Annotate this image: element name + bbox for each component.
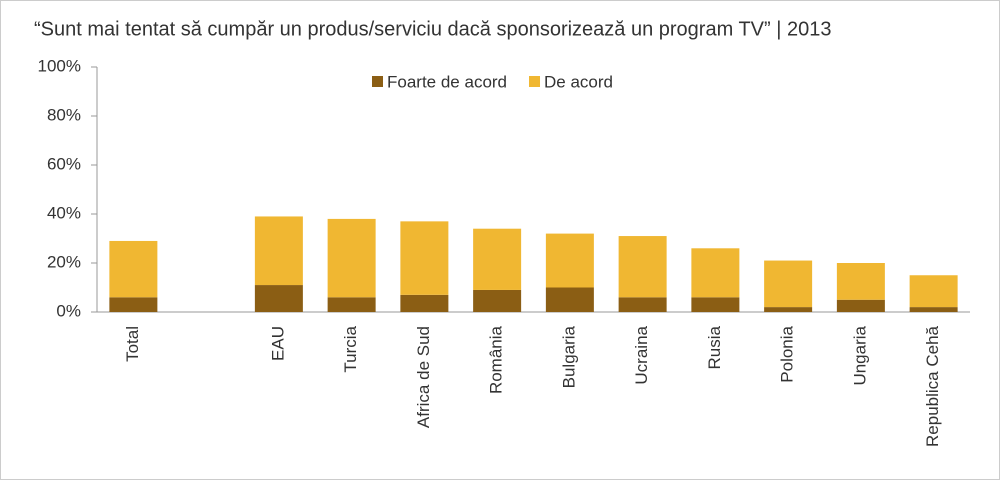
x-tick-label: Ucraina	[632, 325, 651, 384]
bar-segment	[545, 287, 594, 312]
x-tick-label: Africa de Sud	[414, 326, 433, 428]
y-tick-label: 60%	[47, 154, 81, 173]
bar-segment	[691, 248, 740, 298]
y-tick-label: 0%	[56, 301, 81, 320]
bar-segment	[400, 294, 449, 312]
x-tick-label: EAU	[268, 326, 287, 361]
bar-segment	[254, 216, 303, 286]
legend-label: Foarte de acord	[387, 72, 507, 91]
legend-label: De acord	[544, 72, 613, 91]
legend-swatch	[529, 76, 541, 87]
x-tick-label: România	[487, 325, 506, 394]
legend-swatch	[372, 76, 383, 87]
bar-segment	[836, 263, 885, 300]
bar-segment	[109, 297, 158, 312]
bar-segment	[473, 228, 522, 290]
bar-segment	[400, 221, 449, 295]
x-tick-label: Turcia	[341, 325, 360, 372]
bar-segment	[691, 297, 740, 312]
bar-segment	[473, 289, 522, 312]
chart-title: “Sunt mai tentat să cumpăr un produs/ser…	[34, 18, 831, 40]
y-tick-label: 40%	[47, 203, 81, 222]
bar-segment	[909, 307, 958, 312]
y-tick-label: 80%	[47, 105, 81, 124]
x-tick-label: Total	[123, 326, 142, 362]
bar-segment	[109, 240, 158, 298]
x-tick-label: Polonia	[778, 325, 797, 382]
y-tick-label: 20%	[47, 252, 81, 271]
bar-segment	[254, 285, 303, 312]
bar-segment	[764, 307, 813, 312]
bar-segment	[618, 236, 667, 298]
bar-segment	[327, 218, 376, 298]
y-tick-label: 100%	[38, 56, 81, 75]
bar-segment	[545, 233, 594, 288]
bar-segment	[836, 299, 885, 312]
x-tick-label: Republica Cehă	[923, 325, 942, 447]
bar-segment	[327, 297, 376, 312]
x-tick-label: Bulgaria	[559, 325, 578, 388]
bar-segment	[618, 297, 667, 312]
bar-segment	[909, 275, 958, 308]
bar-segment	[764, 260, 813, 308]
x-tick-label: Ungaria	[850, 325, 869, 385]
x-tick-label: Rusia	[705, 325, 724, 369]
